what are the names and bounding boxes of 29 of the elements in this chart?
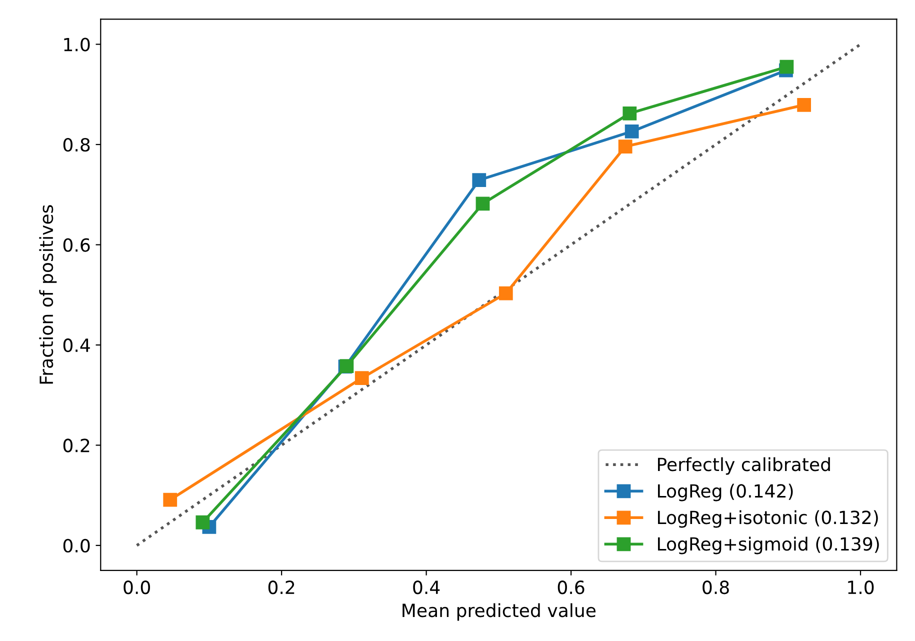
x-tick-label: 0.0 [124,580,150,594]
y-tick-label: 0.2 [63,438,90,452]
point [354,371,369,385]
point [476,196,490,211]
x-tick-label: 1.0 [848,580,874,594]
y-tick-label: 0.6 [63,238,90,252]
point [624,124,639,138]
x-tick-label: 0.2 [268,580,294,594]
point [780,60,794,74]
point [797,98,812,112]
y-tick-label: 0.4 [63,338,90,352]
legend-label: LogReg+isotonic (0.132) [658,510,878,528]
y-tick-label: 1.0 [64,38,90,52]
point [498,286,513,300]
legend-label: Perfectly calibrated [658,457,830,475]
point [618,140,632,154]
y-tick-label: 0.8 [63,138,90,152]
point [163,492,178,507]
x-tick-label: 0.6 [558,580,584,594]
legend-label: LogReg+sigmoid (0.139) [658,536,879,554]
x-tick-label: 0.8 [702,580,729,594]
point [622,106,637,120]
point [196,515,210,530]
point [472,173,486,188]
y-axis-title: Fraction of positives [39,205,57,384]
legend-label: LogReg (0.142) [658,484,793,502]
y-tick-label: 0.0 [63,538,90,553]
x-axis-title: Mean predicted value [402,603,596,621]
x-tick-label: 0.4 [413,580,440,594]
